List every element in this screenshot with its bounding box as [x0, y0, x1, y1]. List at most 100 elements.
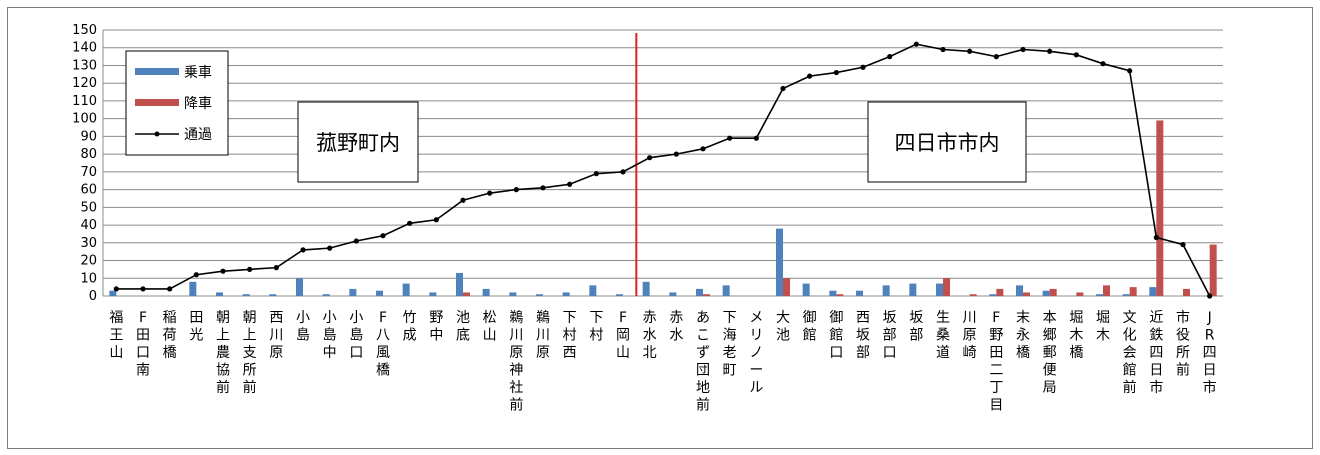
- bar-alighting: [1023, 292, 1030, 296]
- bar-boarding: [349, 288, 357, 296]
- bar-alighting: [703, 294, 710, 296]
- x-category-label: 朝上農協前: [216, 310, 230, 396]
- bar-boarding: [402, 283, 410, 296]
- bar-boarding: [882, 285, 890, 296]
- annotation-text-yokkaichi: 四日市市内: [895, 131, 1000, 155]
- bar-boarding: [669, 292, 677, 296]
- point-passing: [700, 146, 706, 152]
- x-category-label: 野中: [429, 310, 443, 344]
- x-category-label: 川原崎: [963, 310, 977, 361]
- bar-boarding: [589, 285, 597, 296]
- point-passing: [647, 155, 653, 161]
- x-category-label: 坂部口: [883, 310, 897, 361]
- x-category-label: 文化会館前: [1123, 310, 1137, 396]
- bar-boarding: [536, 294, 543, 296]
- y-tick-label: 70: [80, 165, 97, 180]
- bar-boarding: [376, 290, 383, 296]
- y-tick-label: 20: [80, 254, 97, 269]
- point-passing: [673, 151, 679, 157]
- y-axis: 0 10 20 30 40 50 60 70 80 90 100 110 120 130 140 150: [72, 23, 104, 304]
- point-passing: [273, 265, 279, 271]
- x-category-label: 下村: [589, 310, 603, 344]
- bar-alighting: [1103, 285, 1110, 296]
- chart-frame: 0 10 20 30 40 50 60 70 80 90 100 110 120 130 140 150 福王…: [7, 7, 1313, 449]
- bar-boarding: [562, 292, 570, 296]
- point-passing: [1180, 241, 1186, 248]
- bars: [109, 120, 1217, 296]
- line-passing: [116, 43, 1211, 297]
- point-passing: [567, 181, 573, 187]
- x-category-label: 御館口: [829, 310, 843, 361]
- bar-boarding: [322, 294, 330, 296]
- x-category-label: 御館: [803, 310, 817, 344]
- x-category-label: 鵜川原神社前: [509, 310, 523, 414]
- legend-swatch-alighting: [135, 99, 179, 106]
- x-category-label: 松山: [483, 310, 497, 344]
- x-category-label: 堀木橋: [1069, 310, 1083, 361]
- chart-svg: 0 10 20 30 40 50 60 70 80 90 100 110 120 130 140 150 福王…: [72, 23, 1223, 414]
- bar-boarding: [696, 288, 703, 296]
- x-category-label: 小島中: [323, 310, 337, 361]
- annotation-box-yokkaichi: [867, 101, 1027, 183]
- legend-label-alighting: 降車: [184, 95, 212, 112]
- x-category-label: F 岡山: [616, 310, 630, 361]
- bar-boarding: [109, 290, 117, 296]
- bar-boarding: [856, 290, 863, 296]
- x-category-label: 本郷郵便局: [1043, 310, 1057, 396]
- bar-alighting: [1049, 288, 1057, 296]
- point-passing: [940, 46, 946, 53]
- bar-boarding: [802, 283, 810, 296]
- annotation-yokkaichi: 四日市市内: [867, 101, 1027, 183]
- bar-boarding: [776, 228, 783, 296]
- point-passing: [193, 272, 199, 278]
- y-tick-label: 40: [80, 218, 97, 233]
- x-category-label: 西坂部: [856, 310, 870, 361]
- x-category-label: 大池: [776, 310, 790, 344]
- point-passing: [220, 268, 226, 274]
- bar-alighting: [1183, 288, 1190, 296]
- point-passing: [327, 245, 333, 251]
- x-category-label: 堀木: [1096, 310, 1110, 344]
- gridlines: [103, 29, 1223, 297]
- x-category-label: 坂部: [909, 310, 923, 344]
- bar-alighting: [943, 278, 950, 296]
- x-category-label: 稲荷橋: [163, 310, 177, 361]
- point-passing: [433, 217, 439, 223]
- bar-boarding: [189, 281, 197, 296]
- y-tick-label: 30: [80, 236, 97, 251]
- bar-alighting: [1156, 120, 1164, 296]
- bar-alighting: [1076, 292, 1084, 296]
- bar-boarding: [1122, 294, 1130, 296]
- bar-alighting: [783, 278, 790, 296]
- point-passing: [593, 171, 599, 177]
- x-category-label: 鵜川原: [536, 310, 550, 361]
- point-passing: [1020, 46, 1026, 53]
- x-category-label: 近鉄四日市: [1149, 310, 1163, 396]
- legend: 乗車 降車 通過: [125, 50, 229, 156]
- point-passing: [300, 247, 306, 253]
- bar-boarding: [722, 285, 730, 296]
- bar-boarding: [829, 290, 837, 296]
- bar-alighting: [996, 288, 1004, 296]
- bar-boarding: [429, 292, 437, 296]
- x-category-label: 竹成: [403, 310, 417, 344]
- point-passing: [887, 54, 893, 60]
- legend-marker-passing: [154, 131, 160, 137]
- x-category-label: 西川原: [269, 310, 283, 361]
- bar-boarding: [1016, 285, 1023, 296]
- point-passing: [353, 238, 359, 244]
- bar-alighting: [463, 292, 470, 296]
- point-passing: [993, 54, 999, 60]
- bar-boarding: [509, 292, 517, 296]
- point-passing: [1100, 61, 1106, 67]
- x-category-label: F 野田二丁目: [989, 310, 1003, 414]
- y-tick-label: 50: [80, 200, 97, 215]
- pass-through-line: [113, 41, 1213, 299]
- point-passing: [780, 85, 786, 92]
- bar-alighting: [1209, 244, 1217, 296]
- point-passing: [833, 69, 839, 76]
- y-tick-label: 140: [72, 41, 97, 56]
- y-tick-label: 100: [72, 112, 97, 127]
- y-tick-label: 90: [80, 129, 97, 144]
